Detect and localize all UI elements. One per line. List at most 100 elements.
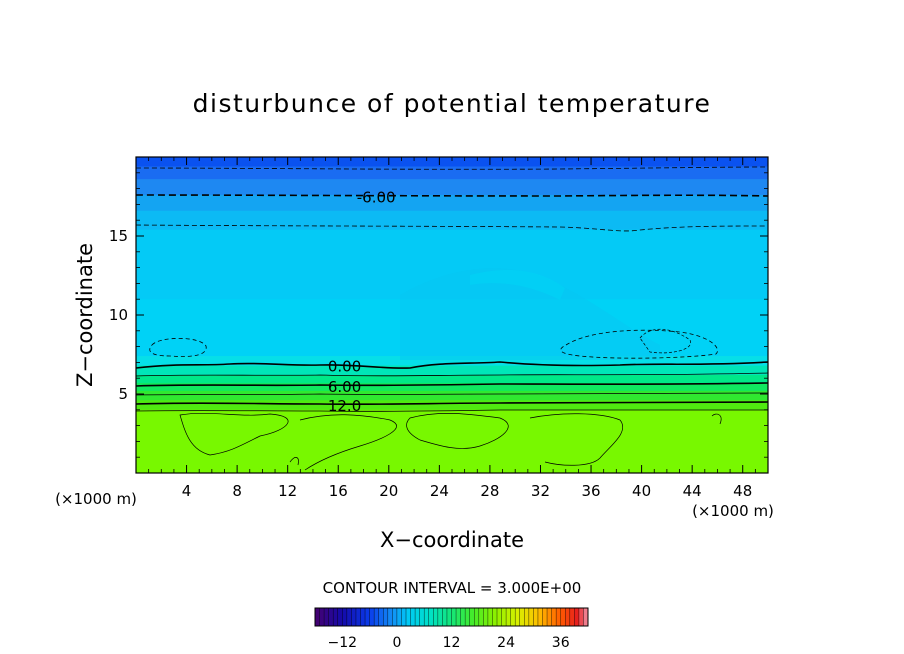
contour-label: 12.0 [328,397,361,415]
color-layer [136,375,768,384]
color-layer [136,157,768,168]
contour-line-3 [136,372,768,377]
x-tick-label: 20 [379,482,398,500]
contour-line-9 [136,392,768,396]
colorbar-cell [506,608,511,626]
colorbar-cell [442,608,448,626]
colorbar-tick-labels: −12 0 12 24 36 [328,635,570,651]
color-layer [136,356,768,367]
x-tick-label: 48 [733,482,752,500]
colorbar-cell [460,608,466,626]
contour-swirl-5 [289,457,299,466]
color-layer [136,390,768,401]
x-origin-unit-label: (×1000 m) [55,490,137,508]
x-tick-label: 12 [278,482,297,500]
x-tick-label: 36 [581,482,600,500]
colorbar-cell [528,608,534,626]
y-tick-label: 5 [118,385,128,403]
contour-label: 0.00 [328,358,361,376]
colorbar-cell [583,608,589,626]
colorbar-cell [556,608,561,626]
warm-anomaly-region [470,269,565,300]
contour-swirl-1 [179,412,289,456]
colorbar-cell [433,608,439,626]
colorbar-cell [396,608,402,626]
colorbar-cell [451,608,457,626]
contour-label: 6.00 [328,378,361,396]
contour-interval-label: CONTOUR INTERVAL = 3.000E+00 [323,579,582,597]
contour-swirl-4 [529,413,623,466]
colorbar-cell [478,608,484,626]
x-tick-label: 32 [531,482,550,500]
x-tick-label: 8 [232,482,242,500]
x-tick-label: 16 [329,482,348,500]
y-tick-label: 15 [109,227,128,245]
colorbar-cell [456,608,461,626]
colorbar-cell [469,608,475,626]
colorbar-cell [515,608,521,626]
colorbar-cell [569,608,575,626]
x-tick-label: 40 [632,482,651,500]
contour-swirl-3 [406,413,509,449]
colorbar-cell [333,608,339,626]
contour-line-6 [136,382,768,387]
chart-title: disturbunce of potential temperature [193,89,712,118]
colorbar-cell [551,608,557,626]
contour-cell-right [560,329,718,359]
colorbar-cell [419,608,425,626]
colorbar-cell [346,608,352,626]
contour-line-12 [136,401,768,406]
colorbar-cell [387,608,393,626]
colorbar-cell [560,608,566,626]
color-layer [136,382,768,392]
colorbar-cell [483,608,489,626]
colorbar-cell [378,608,384,626]
x-axis-unit-label: (×1000 m) [692,502,774,520]
color-layer [136,179,768,196]
colorbar-cell [446,608,452,626]
contour-line-neg-6 [136,194,768,197]
colorbar-cell [337,608,343,626]
colorbar-cell [415,608,420,626]
colorbar-cell [351,608,357,626]
colorbar-cell [542,608,548,626]
colorbar-tick-label: 24 [497,635,515,651]
colorbar-tick-label: 0 [392,635,401,651]
x-axis-ticks: 4 8 12 16 20 24 28 32 36 40 44 48 [148,157,756,500]
colorbar-frame [314,607,589,627]
colorbar-cell [369,608,375,626]
contour-line-neg-3 [136,224,768,232]
cool-anomaly-region [400,268,660,360]
y-axis-ticks: 5 10 15 [109,172,768,458]
colorbar-cell [383,608,389,626]
x-tick-label: 28 [480,482,499,500]
colorbar-cell [410,608,416,626]
contour-line-15 [136,409,768,412]
contour-cell-left [149,337,207,357]
colorbar-cell [424,608,430,626]
colorbar-cell [510,608,516,626]
colorbar-cell [374,608,379,626]
contour-line-neg-9 [136,166,768,170]
colorbar-cell [519,608,525,626]
colorbar-cell [355,608,361,626]
colorbar [314,607,589,627]
colorbar-cell [574,608,580,626]
contour-swirl-6 [711,413,722,425]
color-layer [136,409,768,473]
colorbar-tick-label: 12 [443,635,461,651]
colorbar-cell [406,608,411,626]
colorbar-cell [501,608,507,626]
y-axis-label: Z−coordinate [73,243,97,387]
color-layer [136,210,768,231]
color-layer [136,365,768,376]
colorbar-cell [547,608,552,626]
colorbar-cell [328,608,334,626]
colorbar-cell [360,608,366,626]
colorbar-cell [365,608,370,626]
colorbar-cell [392,608,398,626]
colorbar-cell [578,608,584,626]
